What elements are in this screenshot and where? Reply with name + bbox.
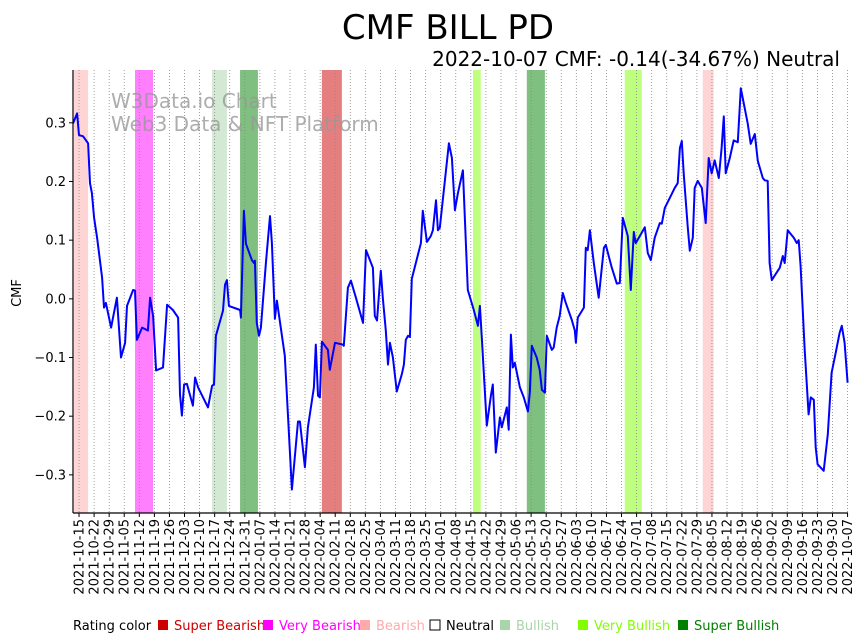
legend-swatch-very-bullish (578, 620, 588, 630)
rating-band-super-bearish (321, 70, 342, 513)
rating-band-bearish (702, 70, 714, 513)
y-tick-label: 0.2 (45, 175, 66, 190)
x-tick-label: 2021-11-26 (163, 519, 178, 595)
x-tick-label: 2022-03-18 (404, 519, 419, 595)
legend-label-super-bearish: Super Bearish (174, 619, 265, 634)
x-tick-label: 2022-06-10 (585, 519, 600, 595)
x-tick-label: 2022-04-01 (434, 519, 449, 595)
y-tick-label: −0.1 (34, 351, 66, 366)
x-tick-label: 2022-08-12 (721, 519, 736, 595)
x-tick-label: 2022-05-06 (510, 519, 525, 595)
x-tick-label: 2022-05-27 (555, 519, 570, 595)
x-tick-label: 2022-09-16 (796, 519, 811, 595)
x-tick-label: 2022-10-07 (841, 519, 856, 595)
legend-swatch-bullish (500, 620, 510, 630)
watermark-line-2: Web3 Data & NFT Platform (111, 112, 379, 136)
x-tick-label: 2022-02-25 (359, 519, 374, 595)
y-tick-label: 0.0 (45, 292, 66, 307)
x-tick-label: 2022-01-21 (284, 519, 299, 595)
x-tick-label: 2022-04-15 (464, 519, 479, 595)
x-tick-label: 2021-11-12 (133, 519, 148, 595)
x-tick-label: 2022-07-22 (675, 519, 690, 595)
x-tick-label: 2021-10-22 (88, 519, 103, 595)
x-tick-label: 2022-03-11 (389, 519, 404, 595)
rating-band-bullish (212, 70, 227, 513)
legend-label-very-bearish: Very Bearish (279, 619, 361, 634)
x-tick-label: 2022-07-15 (660, 519, 675, 595)
rating-band-super-bullish (240, 70, 258, 513)
x-tick-label: 2021-10-15 (73, 519, 88, 595)
y-tick-label: 0.3 (45, 116, 66, 131)
x-tick-label: 2022-07-08 (645, 519, 660, 595)
x-tick-label: 2022-06-03 (570, 519, 585, 595)
x-tick-label: 2022-04-29 (494, 519, 509, 595)
x-tick-label: 2022-05-20 (540, 519, 555, 595)
rating-band-bearish (74, 70, 89, 513)
x-tick-label: 2022-09-02 (766, 519, 781, 595)
x-tick-label: 2022-01-14 (268, 519, 283, 595)
legend-swatch-bearish (360, 620, 370, 630)
watermark-line-1: W3Data.io Chart (111, 89, 277, 113)
x-tick-label: 2021-12-31 (238, 519, 253, 595)
rating-band-very-bullish (472, 70, 481, 513)
y-tick-label: 0.1 (45, 234, 66, 249)
chart-title: CMF BILL PD (342, 8, 554, 48)
legend-swatch-super-bearish (158, 620, 168, 630)
x-tick-label: 2022-09-09 (781, 519, 796, 595)
x-tick-label: 2022-08-19 (736, 519, 751, 595)
y-tick-label: −0.2 (34, 410, 66, 425)
legend: Rating color Super Bearish Very Bearish Bea… (73, 619, 779, 634)
x-tick-label: 2022-02-18 (344, 519, 359, 595)
grid-lines (78, 70, 848, 513)
legend-swatch-super-bullish (678, 620, 688, 630)
rating-band-super-bullish (526, 70, 545, 513)
x-tick-label: 2022-05-13 (525, 519, 540, 595)
x-tick-label: 2022-06-17 (600, 519, 615, 595)
x-tick-label: 2021-11-19 (148, 519, 163, 595)
rating-bands (74, 70, 714, 513)
x-tick-label: 2022-09-30 (826, 519, 841, 595)
legend-label-neutral: Neutral (446, 619, 494, 634)
rating-band-very-bullish (624, 70, 642, 513)
legend-swatch-very-bearish (263, 620, 273, 630)
legend-title: Rating color (73, 619, 152, 634)
x-tick-label: 2022-04-22 (479, 519, 494, 595)
legend-label-bearish: Bearish (376, 619, 425, 634)
x-tick-label: 2021-11-05 (118, 519, 133, 595)
x-tick-label: 2022-02-04 (314, 519, 329, 595)
legend-swatch-neutral (429, 619, 441, 631)
legend-label-bullish: Bullish (516, 619, 559, 634)
x-tick-label: 2022-09-23 (811, 519, 826, 595)
x-tick-label: 2022-03-25 (419, 519, 434, 595)
rating-band-very-bearish (135, 70, 154, 513)
x-tick-label: 2022-03-04 (374, 519, 389, 595)
chart-subtitle: 2022-10-07 CMF: -0.14(-34.67%) Neutral (432, 47, 840, 71)
x-tick-label: 2022-08-05 (705, 519, 720, 595)
axes: 2021-10-15 2021-10-22 2021-10-29 2021-11-05… (34, 70, 856, 595)
y-axis-label: CMF (10, 279, 25, 307)
cmf-series-line (72, 87, 849, 491)
x-tick-label: 2021-12-10 (193, 519, 208, 595)
x-tick-label: 2022-07-01 (630, 519, 645, 595)
x-tick-label: 2022-07-29 (690, 519, 705, 595)
legend-label-super-bullish: Super Bullish (694, 619, 779, 634)
x-tick-label: 2021-12-24 (223, 519, 238, 595)
x-tick-label: 2021-10-29 (103, 519, 118, 595)
x-tick-label: 2022-08-26 (751, 519, 766, 595)
x-tick-label: 2022-01-28 (299, 519, 314, 595)
x-tick-label: 2022-01-07 (253, 519, 268, 595)
y-tick-label: −0.3 (34, 468, 66, 483)
x-tick-label: 2022-02-11 (329, 519, 344, 595)
legend-label-very-bullish: Very Bullish (594, 619, 670, 634)
x-tick-label: 2022-04-08 (449, 519, 464, 595)
x-tick-label: 2022-06-24 (615, 519, 630, 595)
x-tick-label: 2021-12-17 (208, 519, 223, 595)
x-tick-label: 2021-12-03 (178, 519, 193, 595)
